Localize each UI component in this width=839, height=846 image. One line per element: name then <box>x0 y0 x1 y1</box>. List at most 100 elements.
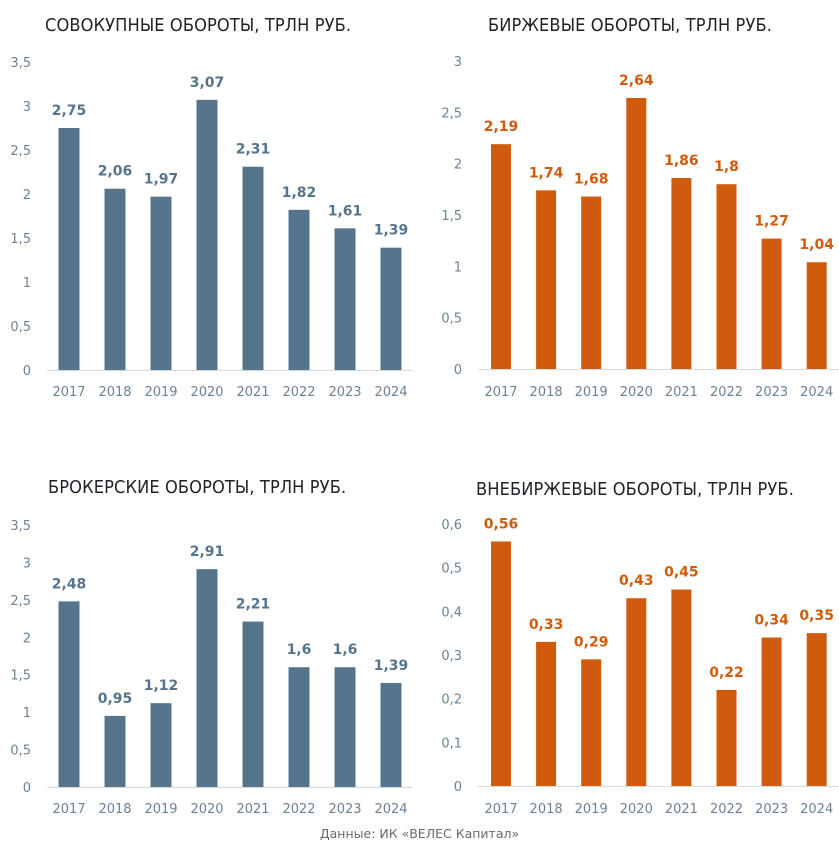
bar-2024 <box>806 633 827 786</box>
y-tick-label: 0 <box>454 780 462 795</box>
x-tick-label: 2018 <box>530 385 563 400</box>
y-tick-label: 0,5 <box>10 320 31 335</box>
bar-2020 <box>196 569 218 787</box>
data-label: 2,31 <box>236 142 271 158</box>
bar-2022 <box>716 689 737 786</box>
bar-2020 <box>196 99 218 370</box>
y-tick-label: 3 <box>454 55 462 70</box>
data-label: 1,6 <box>287 642 312 658</box>
y-tick-label: 0,2 <box>441 693 462 708</box>
data-label: 0,34 <box>754 613 789 629</box>
y-tick-label: 2,5 <box>10 594 31 609</box>
bar-2017 <box>58 601 80 787</box>
x-tick-label: 2023 <box>755 802 788 817</box>
y-tick-label: 2 <box>23 631 31 646</box>
x-tick-label: 2018 <box>530 802 563 817</box>
bar-2019 <box>581 659 602 786</box>
bar-2017 <box>491 541 511 786</box>
y-tick-label: 3,5 <box>10 56 31 71</box>
data-label: 1,8 <box>714 159 739 175</box>
data-label: 0,29 <box>574 634 609 650</box>
bar-2022 <box>288 209 310 370</box>
bar-2021 <box>242 166 264 370</box>
x-tick-label: 2019 <box>575 385 608 400</box>
y-tick-label: 0,5 <box>441 562 462 577</box>
data-label: 2,64 <box>619 73 654 89</box>
data-label: 1,6 <box>333 642 358 658</box>
x-tick-label: 2017 <box>484 385 517 400</box>
x-tick-label: 2021 <box>665 802 698 817</box>
data-label: 1,39 <box>374 223 409 239</box>
bar-2017 <box>58 128 80 370</box>
y-tick-label: 0,5 <box>441 312 462 327</box>
data-label: 2,19 <box>484 119 519 135</box>
x-tick-label: 2018 <box>98 802 131 817</box>
x-tick-label: 2024 <box>800 385 833 400</box>
data-label: 2,21 <box>236 597 271 613</box>
chart-title: БРОКЕРСКИЕ ОБОРОТЫ, ТРЛН РУБ. <box>48 478 347 498</box>
y-tick-label: 1,5 <box>10 669 31 684</box>
x-tick-label: 2020 <box>620 802 653 817</box>
data-label: 2,75 <box>52 103 87 119</box>
x-tick-label: 2021 <box>236 802 269 817</box>
data-label: 1,27 <box>754 214 789 230</box>
y-tick-label: 2,5 <box>10 144 31 159</box>
bar-2019 <box>581 196 602 369</box>
x-tick-label: 2017 <box>52 385 85 400</box>
bar-2021 <box>671 178 692 369</box>
x-tick-label: 2019 <box>144 385 177 400</box>
x-tick-label: 2023 <box>755 385 788 400</box>
data-label: 3,07 <box>190 75 225 91</box>
x-tick-label: 2022 <box>282 802 315 817</box>
bar-2018 <box>104 715 126 787</box>
y-tick-label: 0 <box>23 781 31 796</box>
x-tick-label: 2021 <box>236 385 269 400</box>
bar-2019 <box>150 196 172 370</box>
data-source-note: Данные: ИК «ВЕЛЕС Капитал» <box>319 826 520 841</box>
y-tick-label: 2,5 <box>441 106 462 121</box>
y-tick-label: 0 <box>23 364 31 379</box>
data-label: 1,61 <box>328 203 363 219</box>
bar-2020 <box>626 97 647 370</box>
bar-2018 <box>536 190 557 369</box>
y-tick-label: 3 <box>23 100 31 115</box>
x-tick-label: 2020 <box>190 802 223 817</box>
bar-2020 <box>626 598 647 786</box>
y-tick-label: 0,1 <box>441 736 462 751</box>
y-tick-label: 0,6 <box>441 518 462 533</box>
bar-2024 <box>380 682 402 787</box>
y-tick-label: 2 <box>454 158 462 173</box>
chart-title: БИРЖЕВЫЕ ОБОРОТЫ, ТРЛН РУБ. <box>488 16 772 36</box>
data-label: 0,22 <box>709 665 744 681</box>
x-tick-label: 2024 <box>374 385 407 400</box>
bar-2019 <box>150 703 172 787</box>
bar-2021 <box>671 589 692 786</box>
y-tick-label: 1 <box>454 260 462 275</box>
x-tick-label: 2023 <box>328 802 361 817</box>
data-label: 1,39 <box>374 658 409 674</box>
y-tick-label: 3,5 <box>10 519 31 534</box>
x-tick-label: 2019 <box>575 802 608 817</box>
data-label: 0,45 <box>664 565 699 581</box>
x-tick-label: 2022 <box>710 385 743 400</box>
data-label: 1,12 <box>144 678 179 694</box>
data-label: 2,91 <box>190 544 225 560</box>
data-label: 0,43 <box>619 573 654 589</box>
data-label: 1,97 <box>144 172 179 188</box>
data-label: 1,74 <box>529 165 564 181</box>
x-tick-label: 2019 <box>144 802 177 817</box>
x-tick-label: 2021 <box>665 385 698 400</box>
y-tick-label: 1 <box>23 276 31 291</box>
bar-2018 <box>104 188 126 370</box>
bar-2024 <box>380 247 402 370</box>
y-tick-label: 0,3 <box>441 649 462 664</box>
bar-2022 <box>716 184 737 369</box>
x-tick-label: 2020 <box>190 385 223 400</box>
x-tick-label: 2022 <box>710 802 743 817</box>
y-tick-label: 2 <box>23 188 31 203</box>
bar-2021 <box>242 621 264 787</box>
